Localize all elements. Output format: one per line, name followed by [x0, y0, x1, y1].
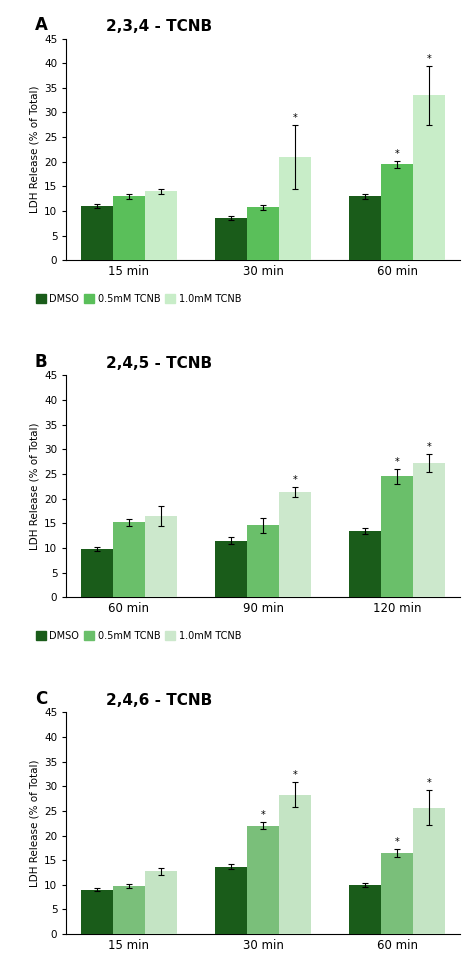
Text: A: A	[35, 16, 48, 34]
Y-axis label: LDH Release (% of Total): LDH Release (% of Total)	[30, 423, 40, 550]
Text: *: *	[293, 476, 298, 485]
Text: B: B	[35, 353, 47, 371]
Text: *: *	[427, 442, 432, 453]
Text: *: *	[261, 810, 265, 820]
Text: *: *	[395, 148, 400, 159]
Bar	[113, 196, 145, 260]
Bar	[113, 886, 145, 934]
Legend: DMSO, 0.5mM TCNB, 1.0mM TCNB: DMSO, 0.5mM TCNB, 1.0mM TCNB	[36, 294, 241, 304]
Bar	[215, 867, 247, 934]
Bar	[381, 164, 413, 260]
Bar	[81, 890, 113, 934]
Bar	[413, 95, 446, 260]
Y-axis label: LDH Release (% of Total): LDH Release (% of Total)	[30, 86, 40, 213]
Text: *: *	[293, 113, 298, 122]
Bar	[381, 853, 413, 934]
Text: 2,3,4 - TCNB: 2,3,4 - TCNB	[106, 19, 212, 34]
Bar	[247, 825, 279, 934]
Bar	[349, 531, 381, 597]
Bar	[215, 540, 247, 597]
Text: *: *	[395, 457, 400, 467]
Bar	[349, 196, 381, 260]
Legend: DMSO, 0.5mM TCNB, 1.0mM TCNB: DMSO, 0.5mM TCNB, 1.0mM TCNB	[36, 631, 241, 640]
Text: 2,4,6 - TCNB: 2,4,6 - TCNB	[106, 693, 212, 708]
Bar	[279, 157, 311, 260]
Bar	[145, 516, 177, 597]
Bar	[247, 207, 279, 260]
Text: C: C	[35, 690, 47, 708]
Text: *: *	[293, 770, 298, 780]
Bar	[413, 463, 446, 597]
Bar	[81, 206, 113, 260]
Bar	[247, 525, 279, 597]
Y-axis label: LDH Release (% of Total): LDH Release (% of Total)	[30, 760, 40, 887]
Bar	[279, 794, 311, 934]
Bar	[215, 219, 247, 260]
Bar	[145, 872, 177, 934]
Bar	[381, 477, 413, 597]
Bar	[349, 885, 381, 934]
Text: *: *	[427, 54, 432, 64]
Bar	[413, 808, 446, 934]
Bar	[81, 549, 113, 597]
Bar	[279, 492, 311, 597]
Text: *: *	[395, 837, 400, 846]
Bar	[145, 192, 177, 260]
Text: 2,4,5 - TCNB: 2,4,5 - TCNB	[106, 356, 212, 371]
Bar	[113, 522, 145, 597]
Text: *: *	[427, 778, 432, 789]
